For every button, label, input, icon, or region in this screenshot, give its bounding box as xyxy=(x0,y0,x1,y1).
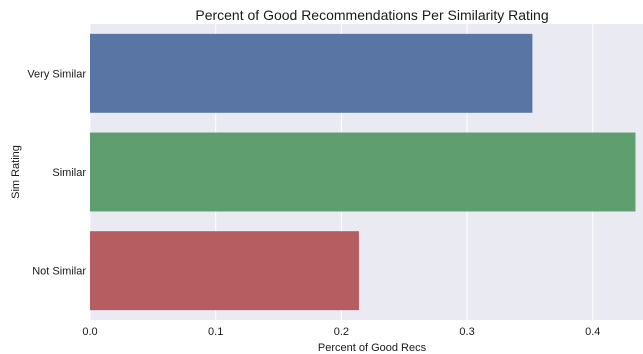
bar-similar xyxy=(90,132,636,212)
x-tick-label: 0.1 xyxy=(208,326,223,338)
x-axis-label: Percent of Good Recs xyxy=(318,342,427,354)
bar-very-similar xyxy=(90,33,533,113)
x-tick-label: 0.3 xyxy=(459,326,474,338)
y-tick-label: Not Similar xyxy=(32,266,86,278)
x-tick-label: 0.4 xyxy=(585,326,600,338)
chart-title: Percent of Good Recommendations Per Simi… xyxy=(195,7,548,23)
y-tick-label: Similar xyxy=(52,167,86,179)
bars xyxy=(90,33,636,311)
x-tick-labels: 0.0 0.1 0.2 0.3 0.4 xyxy=(82,326,600,338)
y-axis-label: Sim Rating xyxy=(10,145,22,199)
x-tick-label: 0.2 xyxy=(334,326,349,338)
x-tick-label: 0.0 xyxy=(82,326,97,338)
y-tick-labels: Very Similar Similar Not Similar xyxy=(27,68,86,277)
bar-not-similar xyxy=(90,231,359,311)
y-tick-label: Very Similar xyxy=(27,68,86,80)
